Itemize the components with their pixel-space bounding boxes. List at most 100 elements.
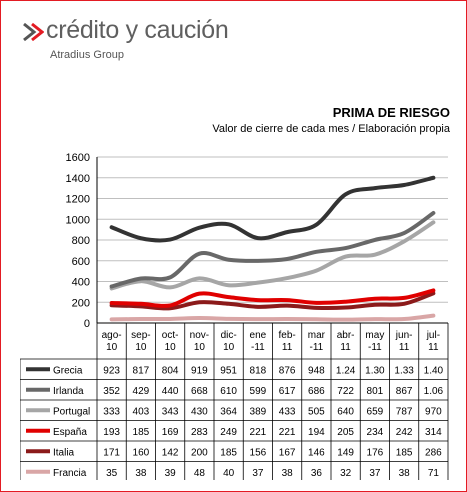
x-tick-label: ago-10 xyxy=(102,330,122,353)
data-label: 970 xyxy=(425,406,442,417)
data-label: 599 xyxy=(250,386,267,397)
company-logo: crédito y caución Atradius Group xyxy=(22,16,262,68)
series-line-grecia xyxy=(109,175,436,243)
data-label: 249 xyxy=(220,427,237,438)
y-tick-label: 0 xyxy=(84,318,90,330)
data-label: 38 xyxy=(282,468,294,479)
data-label: 876 xyxy=(279,365,296,376)
x-tick-label: feb-11 xyxy=(279,330,296,353)
data-label: 919 xyxy=(191,365,208,376)
y-tick-label: 1200 xyxy=(66,194,90,206)
data-label: 38 xyxy=(399,468,411,479)
series-line-italia xyxy=(109,291,436,311)
data-label: 722 xyxy=(337,386,354,397)
data-label: 193 xyxy=(103,427,120,438)
legend-entry: Irlanda xyxy=(53,386,84,397)
data-label: 818 xyxy=(250,365,267,376)
data-label: 185 xyxy=(396,447,413,458)
data-label: 951 xyxy=(220,365,237,376)
x-tick-label: may -11 xyxy=(365,330,384,353)
x-tick-label: nov-10 xyxy=(190,330,209,353)
data-label: 1.33 xyxy=(394,365,414,376)
data-label: 429 xyxy=(133,386,150,397)
data-label: 804 xyxy=(162,365,179,376)
data-label: 71 xyxy=(428,468,440,479)
data-label: 176 xyxy=(367,447,384,458)
legend-entry: Grecia xyxy=(53,365,83,376)
data-label: 314 xyxy=(425,427,442,438)
legend-entry: Portugal xyxy=(53,406,90,417)
data-label: 364 xyxy=(220,406,237,417)
x-tick-label: abr-11 xyxy=(337,330,355,353)
legend-entry: España xyxy=(53,427,87,438)
data-label: 801 xyxy=(367,386,384,397)
x-tick-label: sep-10 xyxy=(131,330,150,353)
data-label: 640 xyxy=(337,406,354,417)
data-label: 1.30 xyxy=(365,365,385,376)
x-tick-label: jul-11 xyxy=(426,330,440,353)
data-label: 659 xyxy=(367,406,384,417)
data-label: 221 xyxy=(279,427,296,438)
brand-group: Atradius Group xyxy=(50,49,124,61)
data-label: 200 xyxy=(191,447,208,458)
atradius-arrows-icon xyxy=(23,22,44,42)
data-label: 149 xyxy=(337,447,354,458)
data-label: 430 xyxy=(191,406,208,417)
y-tick-label: 1400 xyxy=(66,173,90,185)
chart-area: 0 200 400 600 800 1000 1200 1400 1600 ago-10 sep-1… xyxy=(19,146,454,483)
data-label: 242 xyxy=(396,427,413,438)
series-line-portugal xyxy=(109,220,436,291)
data-label: 403 xyxy=(133,406,150,417)
y-tick-label: 1600 xyxy=(66,152,90,164)
data-label: 867 xyxy=(396,386,413,397)
data-label: 352 xyxy=(103,386,120,397)
data-label: 617 xyxy=(279,386,296,397)
data-label: 923 xyxy=(103,365,120,376)
y-tick-label: 600 xyxy=(72,256,90,268)
data-label: 440 xyxy=(162,386,179,397)
data-label: 185 xyxy=(133,427,150,438)
data-label: 185 xyxy=(220,447,237,458)
data-label: 283 xyxy=(191,427,208,438)
y-tick-label: 400 xyxy=(72,277,90,289)
data-label: 169 xyxy=(162,427,179,438)
x-tick-label: mar -11 xyxy=(308,330,326,353)
legend-entry: Francia xyxy=(53,468,87,479)
data-label: 433 xyxy=(279,406,296,417)
data-label: 38 xyxy=(135,468,147,479)
data-label: 171 xyxy=(103,447,120,458)
data-label: 686 xyxy=(308,386,325,397)
legend-entry: Italia xyxy=(53,447,75,458)
x-tick-label: dic-10 xyxy=(221,330,237,353)
data-label: 333 xyxy=(103,406,120,417)
x-tick-label: oct-10 xyxy=(162,330,179,353)
data-label: 343 xyxy=(162,406,179,417)
data-label: 205 xyxy=(337,427,354,438)
chart-subtitle: Valor de cierre de cada mes / Elaboració… xyxy=(212,123,450,135)
data-label: 1.24 xyxy=(336,365,356,376)
data-label: 234 xyxy=(367,427,384,438)
data-label: 167 xyxy=(279,447,296,458)
data-label: 36 xyxy=(311,468,323,479)
data-label: 505 xyxy=(308,406,325,417)
data-label: 146 xyxy=(308,447,325,458)
data-label: 194 xyxy=(308,427,325,438)
y-tick-label: 1000 xyxy=(66,214,90,226)
data-label: 156 xyxy=(250,447,267,458)
brand-name: crédito y caución xyxy=(46,16,229,44)
data-label: 32 xyxy=(340,468,352,479)
y-tick-label: 200 xyxy=(72,297,90,309)
x-tick-label: ene -11 xyxy=(250,330,267,353)
data-label: 286 xyxy=(425,447,442,458)
data-label: 142 xyxy=(162,447,179,458)
data-label: 610 xyxy=(220,386,237,397)
data-label: 160 xyxy=(133,447,150,458)
series-line-españa xyxy=(109,288,436,308)
data-label: 221 xyxy=(250,427,267,438)
data-label: 48 xyxy=(194,468,206,479)
data-label: 948 xyxy=(308,365,325,376)
data-label: 40 xyxy=(223,468,235,479)
y-tick-label: 800 xyxy=(72,235,90,247)
risk-premium-chart: 0 200 400 600 800 1000 1200 1400 1600 ago-10 sep-1… xyxy=(19,152,449,483)
data-label: 668 xyxy=(191,386,208,397)
